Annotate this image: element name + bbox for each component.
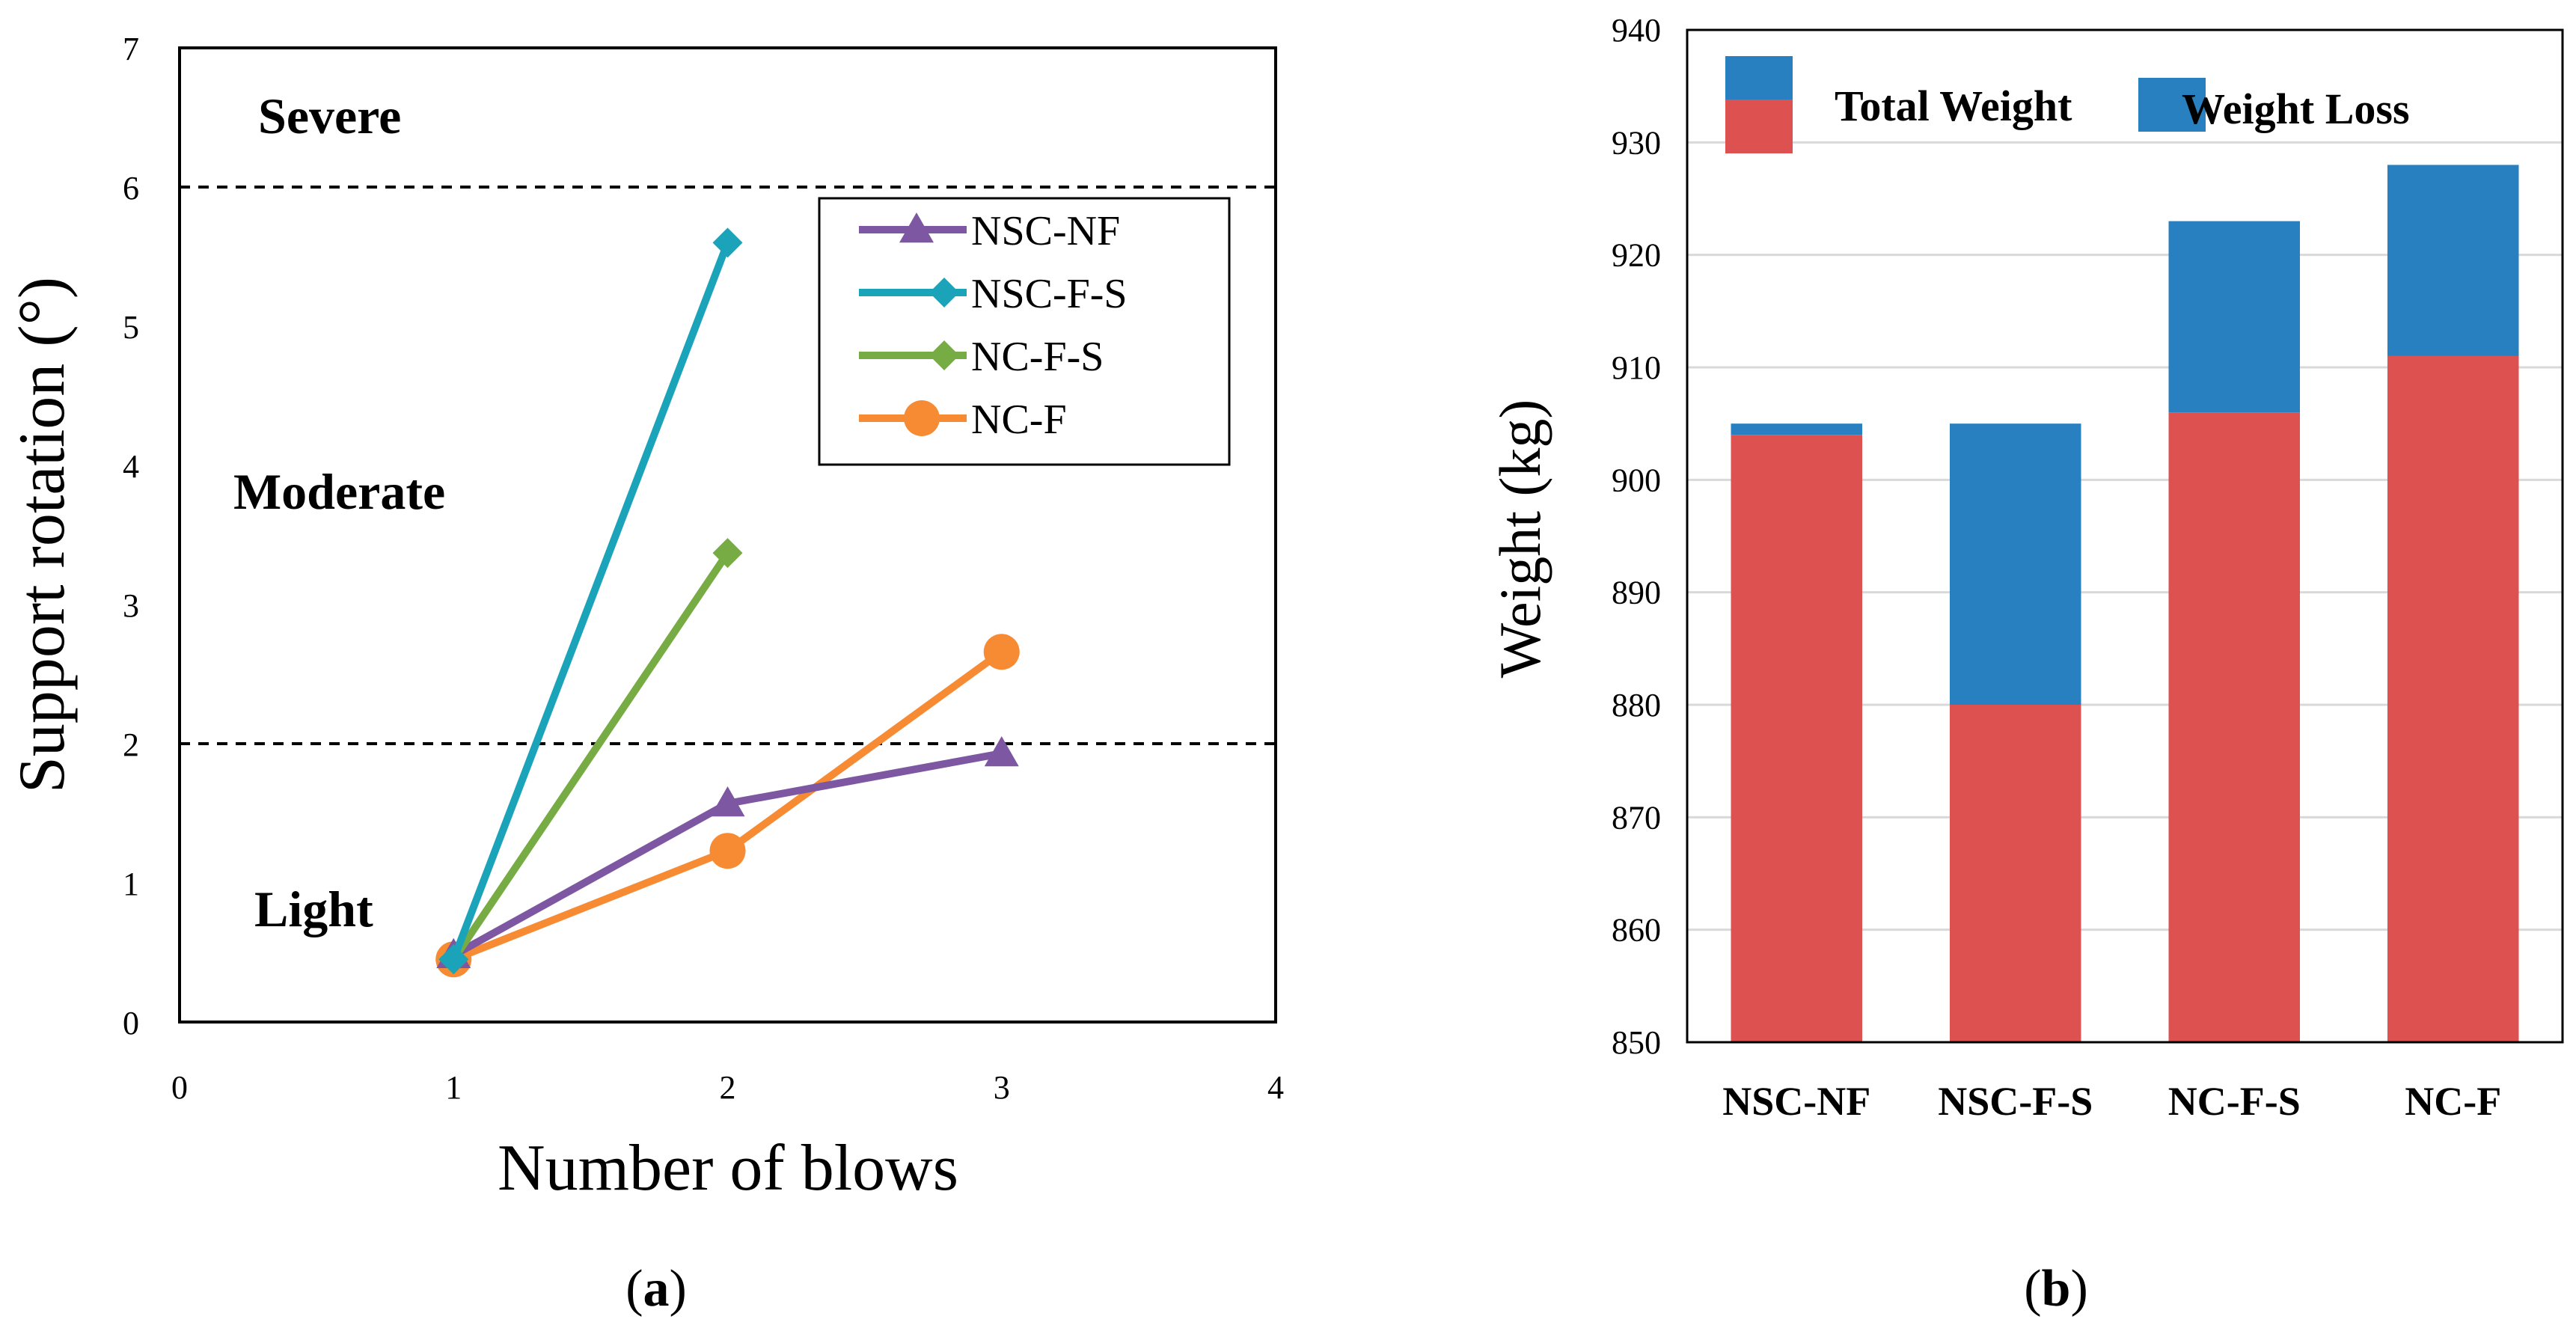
panel-a-ticks: 0 1 2 3 4 0 1 2 3 4 5 6 7	[123, 31, 1284, 1106]
legend-a-label-nc-f: NC-F	[971, 397, 1067, 443]
legend-a-label-nsc-nf: NSC-NF	[971, 208, 1120, 254]
y-tick-label-a: 0	[123, 1005, 139, 1041]
y-tick-label-a: 7	[123, 31, 139, 67]
y-tick-label-b: 930	[1612, 124, 1661, 161]
bar-weight-loss-nsc-f-s	[1950, 423, 2081, 705]
x-category-label-b: NC-F-S	[2168, 1079, 2301, 1124]
data-point-nsc-f-s	[438, 944, 469, 975]
panel-label-a: (a)	[625, 1260, 687, 1318]
y-tick-label-a: 5	[123, 309, 139, 346]
plot-area-b	[1686, 28, 2564, 1044]
y-tick-label-a: 4	[123, 448, 139, 485]
x-category-label-b: NSC-F-S	[1938, 1079, 2093, 1124]
legend-a-marker-nc-f-s	[929, 340, 959, 370]
y-tick-label-b: 860	[1612, 912, 1661, 949]
zone-label-light: Light	[254, 881, 373, 937]
y-tick-label-a: 6	[123, 170, 139, 206]
x-category-label-b: NSC-NF	[1722, 1079, 1870, 1124]
y-tick-label-a: 3	[123, 587, 139, 624]
series-line-nsc-f-s	[450, 241, 732, 961]
legend-a-marker-nsc-f-s	[929, 278, 959, 308]
bar-weight-loss-nc-f-s	[2168, 221, 2300, 413]
zone-label-severe: Severe	[258, 88, 401, 144]
data-point-nc-f	[709, 833, 746, 869]
legend-a-marker-nsc-nf	[899, 212, 934, 243]
x-tick-label-a: 4	[1267, 1069, 1284, 1106]
y-tick-label-b: 900	[1612, 462, 1661, 498]
legend-b: Total Weight Weight Loss	[1725, 56, 2410, 153]
data-point-nc-f-s	[712, 538, 743, 569]
x-tick-label-a: 3	[994, 1069, 1010, 1106]
y-tick-label-a: 2	[123, 726, 139, 763]
legend-b-label-total-weight: Total Weight	[1835, 82, 2072, 130]
legend-a: NSC-NF NSC-F-S NC-F-S NC-F	[818, 197, 1231, 466]
legend-a-label-nsc-f-s: NSC-F-S	[971, 271, 1128, 317]
legend-b-swatch-weight-loss	[2138, 78, 2206, 132]
y-axis-title-a: Support rotation (°)	[6, 277, 79, 793]
legend-a-entries: NSC-NF NSC-F-S NC-F-S NC-F	[859, 208, 1128, 443]
threshold-lines	[180, 186, 1276, 745]
x-tick-label-a: 1	[445, 1069, 462, 1106]
legend-b-label-weight-loss: Weight Loss	[2182, 85, 2410, 133]
bar-total-weight-nsc-nf	[1731, 435, 1862, 1042]
y-tick-label-b: 890	[1612, 575, 1661, 611]
series-line-nc-f-s	[450, 551, 731, 962]
legend-b-swatch-weight-loss-upper	[1725, 56, 1793, 100]
panel-a: 0 1 2 3 4 0 1 2 3 4 5 6 7 Severe Moderate Light NSC-…	[6, 31, 1284, 1318]
y-tick-label-b: 880	[1612, 687, 1661, 723]
data-point-nsc-nf	[710, 786, 745, 817]
y-tick-label-b: 920	[1612, 237, 1661, 274]
x-tick-label-a: 0	[171, 1069, 188, 1106]
x-axis-title-a: Number of blows	[498, 1132, 958, 1205]
x-tick-label-a: 2	[720, 1069, 736, 1106]
zone-label-moderate: Moderate	[233, 463, 445, 520]
bar-total-weight-nsc-f-s	[1950, 705, 2081, 1042]
bar-total-weight-nc-f	[2387, 355, 2519, 1042]
series-layer-a	[435, 227, 1020, 978]
y-tick-label-b: 870	[1612, 799, 1661, 836]
bar-weight-loss-nsc-nf	[1731, 423, 1862, 435]
data-point-nsc-f-s	[712, 227, 743, 258]
legend-a-marker-nc-f	[904, 400, 940, 436]
plot-area-a	[178, 46, 1277, 1024]
panel-b-ticks: 850 860 870 880 890 900 910 920 930 940 NSC-NF NSC-…	[1612, 12, 2501, 1124]
legend-b-swatch-total-weight	[1725, 100, 1793, 153]
y-tick-label-b: 850	[1612, 1024, 1661, 1061]
bar-total-weight-nc-f-s	[2168, 412, 2300, 1042]
panel-label-b: (b)	[2024, 1260, 2088, 1318]
data-point-nc-f	[983, 634, 1020, 670]
legend-a-label-nc-f-s: NC-F-S	[971, 334, 1104, 380]
y-axis-title-b: Weight (kg)	[1487, 400, 1552, 679]
panel-b: 850 860 870 880 890 900 910 920 930 940 NSC-NF NSC-…	[1487, 12, 2564, 1318]
y-tick-label-a: 1	[123, 866, 139, 902]
x-category-label-b: NC-F	[2405, 1079, 2501, 1124]
y-tick-label-b: 940	[1612, 12, 1661, 49]
bar-weight-loss-nc-f	[2387, 165, 2519, 356]
bars-layer-b	[1731, 165, 2519, 1042]
y-tick-label-b: 910	[1612, 349, 1661, 386]
data-point-nsc-nf	[984, 736, 1019, 767]
